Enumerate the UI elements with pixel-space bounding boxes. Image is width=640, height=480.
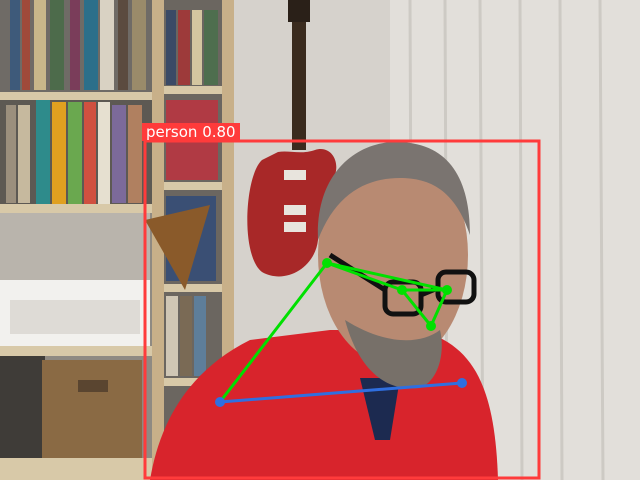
- head-limbs: [218, 261, 450, 403]
- keypoint-right-eye: [442, 285, 452, 295]
- keypoint-left-shoulder: [215, 397, 225, 407]
- head: [318, 145, 468, 365]
- pan-flute: [145, 205, 210, 290]
- shirt-collar: [360, 378, 400, 440]
- pose-skeleton: [215, 258, 467, 407]
- keypoint-right-shoulder: [457, 378, 467, 388]
- keypoint-left-ear: [322, 258, 332, 268]
- detection-score: 0.80: [202, 123, 236, 141]
- detection-class: person: [146, 123, 198, 141]
- hair: [317, 141, 470, 240]
- bookshelf-left: [0, 0, 160, 480]
- keypoint-left-eye: [397, 285, 407, 295]
- guitar: [247, 0, 337, 277]
- person-bounding-box: [143, 139, 541, 480]
- beard: [345, 320, 442, 389]
- detection-label: person 0.80: [142, 123, 240, 141]
- eye-link: [326, 261, 448, 292]
- keypoint-nose: [426, 321, 436, 331]
- person: [150, 141, 498, 480]
- shoulder-link: [219, 381, 463, 404]
- storage-box: [42, 360, 142, 458]
